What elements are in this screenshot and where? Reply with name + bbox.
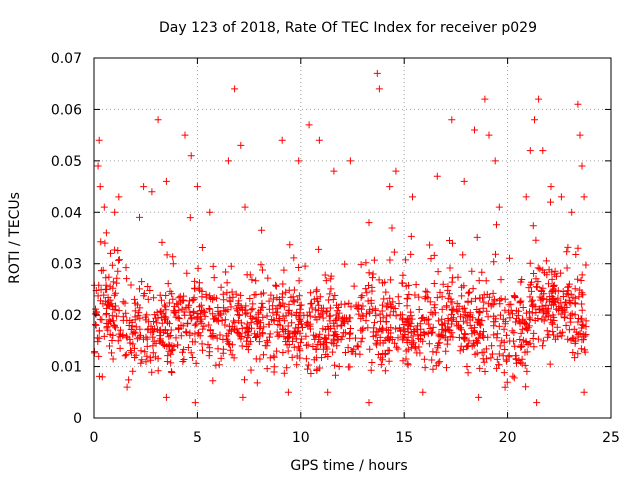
x-axis-label: GPS time / hours <box>290 458 407 474</box>
y-tick-label: 0 <box>73 411 82 427</box>
y-tick-label: 0.05 <box>51 154 82 170</box>
y-tick-label: 0.06 <box>51 102 82 118</box>
x-tick-label: 15 <box>395 430 413 446</box>
x-tick-label: 25 <box>602 430 620 446</box>
x-tick-label: 5 <box>193 430 202 446</box>
plot-frame <box>93 57 612 419</box>
roti-points <box>90 69 590 407</box>
y-tick-label: 0.03 <box>51 257 82 273</box>
x-tick-label: 10 <box>292 430 310 446</box>
data-points <box>90 69 590 407</box>
y-tick-label: 0.01 <box>51 360 82 376</box>
x-tick-label: 0 <box>90 430 99 446</box>
y-tick-label: 0.02 <box>51 308 82 324</box>
y-tick-label: 0.04 <box>51 205 82 221</box>
axis-ticks: 0 5 10 15 20 25 0 0.01 0.02 0.03 0.04 0.05 0.06 0.07 <box>51 51 620 446</box>
y-axis-label: ROTI / TECUs <box>7 192 23 284</box>
y-tick-label: 0.07 <box>51 51 82 67</box>
x-tick-label: 20 <box>499 430 517 446</box>
chart-title: Day 123 of 2018, Rate Of TEC Index for r… <box>159 20 537 36</box>
